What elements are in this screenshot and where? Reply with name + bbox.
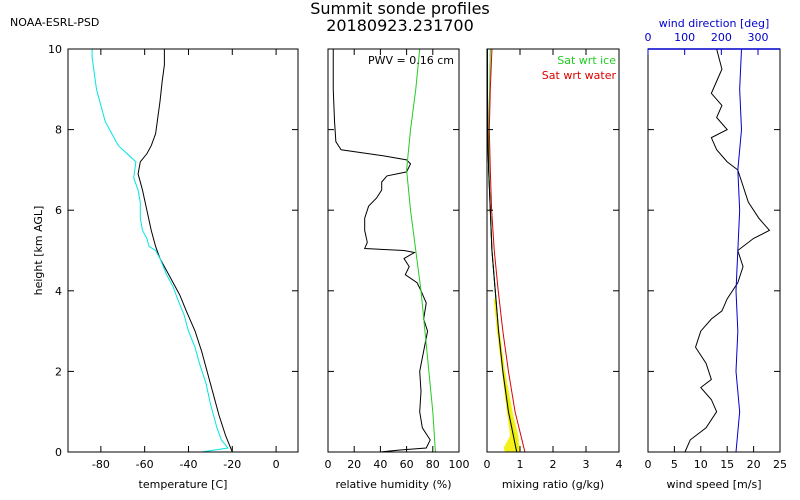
- wind-xtick-label: 5: [671, 458, 678, 471]
- temperature-ytick-label: 2: [55, 365, 62, 378]
- figure-title: Summit sonde profiles: [310, 0, 490, 18]
- temperature-panel: [67, 48, 299, 453]
- temperature-xtick-label: -80: [92, 458, 110, 471]
- temperature-xtick-label: -40: [179, 458, 197, 471]
- pwv-annotation: PWV = 0.16 cm: [368, 54, 454, 67]
- humidity-xtick-label: 100: [449, 458, 470, 471]
- wind-direction-tick-label: 100: [674, 31, 695, 44]
- mixing-spread-area: [493, 298, 520, 452]
- humidity-panel: [327, 48, 460, 453]
- mixing-xlabel: mixing ratio (g/kg): [502, 478, 604, 491]
- humidity-xtick-label: 0: [325, 458, 332, 471]
- mixing-xtick-label: 3: [583, 458, 590, 471]
- temperature-series-temperature: [137, 49, 233, 453]
- temperature-xtick-label: 0: [273, 458, 280, 471]
- temperature-ytick-label: 8: [55, 124, 62, 137]
- mixing-xtick-label: 1: [517, 458, 524, 471]
- humidity-xlabel: relative humidity (%): [335, 478, 451, 491]
- mixing-panel: [486, 48, 620, 453]
- mixing-series-sat-wrt-ice: [488, 48, 519, 453]
- wind-xlabel: wind speed [m/s]: [667, 478, 762, 491]
- agency-label: NOAA-ESRL-PSD: [10, 16, 99, 29]
- wind-xtick-label: 10: [694, 458, 708, 471]
- wind-xtick-label: 25: [773, 458, 787, 471]
- temperature-xtick-label: -60: [136, 458, 154, 471]
- humidity-xtick-label: 40: [373, 458, 387, 471]
- wind-xtick-label: 15: [720, 458, 734, 471]
- legend-sat-water: Sat wrt water: [542, 69, 617, 82]
- humidity-xtick-label: 80: [426, 458, 440, 471]
- temperature-xlabel: temperature [C]: [139, 478, 228, 491]
- humidity-series-relative-humidity: [332, 49, 431, 453]
- temperature-ytick-label: 6: [55, 204, 62, 217]
- humidity-frame: [327, 48, 460, 453]
- wind-xtick-label: 20: [747, 458, 761, 471]
- wind-xtick-label: 0: [645, 458, 652, 471]
- legend-sat-ice: Sat wrt ice: [557, 54, 616, 67]
- humidity-series-saturation: [406, 48, 436, 453]
- temperature-ytick-label: 10: [48, 43, 62, 56]
- wind-direction-tick-label: 0: [645, 31, 652, 44]
- temperature-frame: [67, 48, 299, 453]
- wind-series-wind-direction: [735, 48, 743, 453]
- temperature-ytick-label: 0: [55, 446, 62, 459]
- temperature-ytick-label: 4: [55, 285, 62, 298]
- wind-direction-tick-label: 200: [711, 31, 732, 44]
- mixing-xtick-label: 0: [484, 458, 491, 471]
- mixing-xtick-label: 4: [616, 458, 623, 471]
- mixing-series-mixing-ratio-top: [486, 48, 518, 453]
- wind-panel: [647, 48, 781, 453]
- temperature-series-dewpoint: [91, 49, 229, 453]
- wind-frame: [647, 48, 781, 453]
- wind-direction-tick-label: 300: [748, 31, 769, 44]
- mixing-series-sat-wrt-water: [488, 48, 526, 453]
- mixing-xtick-label: 2: [550, 458, 557, 471]
- wind-direction-label: wind direction [deg]: [659, 17, 770, 30]
- humidity-xtick-label: 20: [347, 458, 361, 471]
- humidity-xtick-label: 60: [400, 458, 414, 471]
- figure-subtitle: 20180923.231700: [326, 16, 474, 35]
- wind-series-wind-speed: [684, 48, 771, 453]
- temperature-xtick-label: -20: [223, 458, 241, 471]
- temperature-ylabel: height [km AGL]: [32, 206, 45, 296]
